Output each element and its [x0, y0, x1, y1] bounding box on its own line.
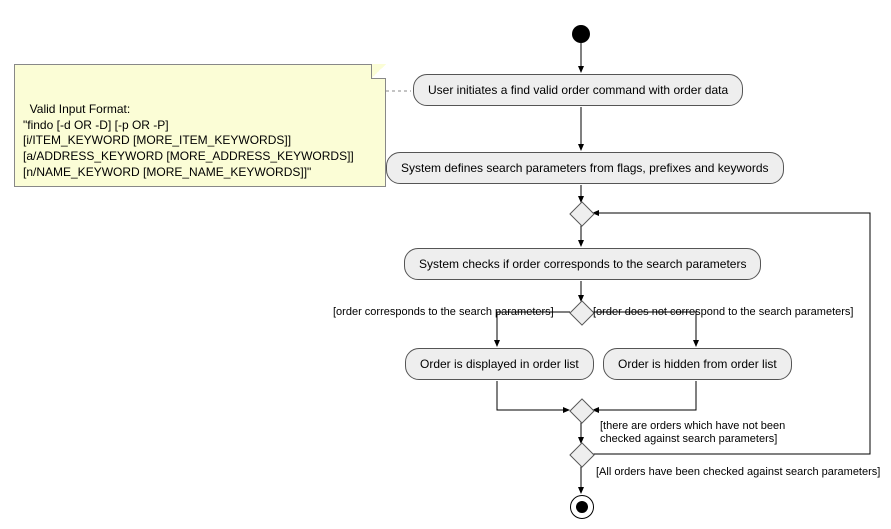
decision-more-orders	[569, 442, 594, 467]
note-line-3: [a/ADDRESS_KEYWORD [MORE_ADDRESS_KEYWORD…	[23, 149, 354, 163]
activity-order-hidden: Order is hidden from order list	[603, 348, 792, 380]
note-line-1: "findo [-d OR -D] [-p OR -P]	[23, 118, 169, 132]
note-line-4: [n/NAME_KEYWORD [MORE_NAME_KEYWORDS]]"	[23, 165, 311, 179]
merge-diamond-top	[569, 201, 594, 226]
activity-text: System defines search parameters from fl…	[401, 161, 769, 175]
activity-text: System checks if order corresponds to th…	[419, 257, 746, 271]
activity-system-checks: System checks if order corresponds to th…	[404, 248, 761, 280]
end-node	[570, 495, 594, 519]
activity-user-initiates: User initiates a find valid order comman…	[413, 74, 743, 106]
note-line-2: [i/ITEM_KEYWORD [MORE_ITEM_KEYWORDS]]	[23, 133, 291, 147]
activity-text: Order is displayed in order list	[420, 357, 579, 371]
label-not-correspond: [order does not correspond to the search…	[593, 306, 853, 318]
label-corresponds: [order corresponds to the search paramet…	[333, 306, 554, 318]
label-all-checked: [All orders have been checked against se…	[596, 466, 880, 478]
activity-order-displayed: Order is displayed in order list	[405, 348, 594, 380]
start-node	[572, 25, 590, 43]
activity-text: User initiates a find valid order comman…	[428, 83, 728, 97]
activity-system-defines: System defines search parameters from fl…	[386, 152, 784, 184]
merge-diamond-mid	[569, 398, 594, 423]
decision-corresponds	[569, 300, 594, 325]
input-format-note: Valid Input Format: "findo [-d OR -D] [-…	[14, 64, 386, 187]
note-fold-icon	[371, 64, 386, 79]
end-node-inner	[576, 501, 588, 513]
note-line-0: Valid Input Format:	[30, 102, 131, 116]
label-unchecked: [there are orders which have not been ch…	[600, 420, 785, 446]
activity-text: Order is hidden from order list	[618, 357, 777, 371]
